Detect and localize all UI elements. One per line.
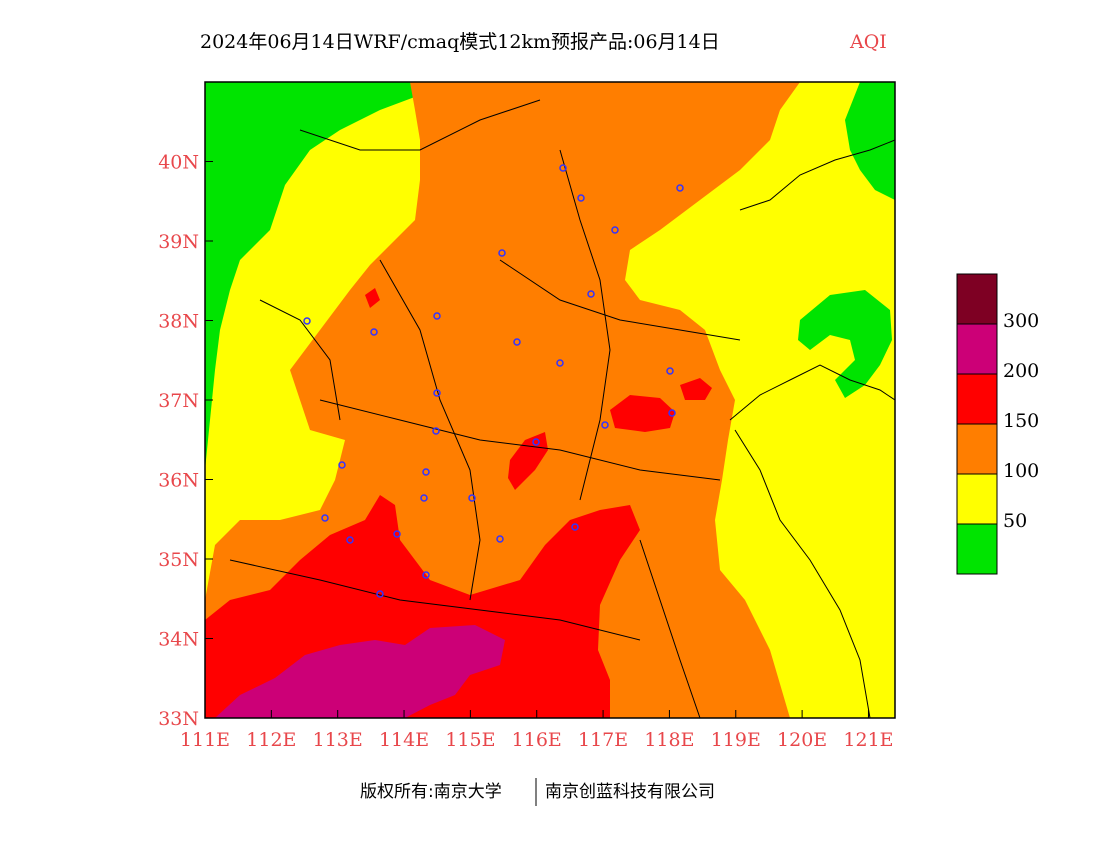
- city-marker: [556, 359, 564, 367]
- city-marker: [601, 421, 609, 429]
- aqi-fields: [205, 82, 895, 718]
- lon-tick-label: 118E: [644, 729, 694, 751]
- copyright-owner: 版权所有:南京大学: [360, 782, 502, 802]
- aqi-level-0-50-east-region: [798, 290, 892, 398]
- lon-tick-label: 112E: [246, 729, 296, 751]
- province-border-7: [259, 299, 341, 421]
- lat-tick-label: 34N: [158, 629, 199, 651]
- aqi-level-150-200-hotspot-1: [610, 395, 675, 432]
- lat-tick-label: 38N: [158, 311, 199, 333]
- lat-tick-label: 35N: [158, 549, 199, 571]
- city-marker: [346, 536, 354, 544]
- city-marker: [577, 194, 585, 202]
- aqi-level-0-50-northeast-region: [845, 82, 895, 200]
- variable-label: AQI: [849, 31, 887, 53]
- lon-tick-label: 115E: [445, 729, 495, 751]
- lon-tick-label: 121E: [843, 729, 893, 751]
- lat-tick-label: 39N: [158, 231, 199, 253]
- lon-tick-label: 114E: [379, 729, 429, 751]
- legend-swatch: [956, 273, 998, 325]
- province-border-1: [299, 99, 541, 151]
- lon-tick-label: 116E: [512, 729, 562, 751]
- map-plot-area: [204, 81, 896, 719]
- city-marker: [376, 590, 384, 598]
- legend-swatch: [956, 423, 998, 475]
- city-marker: [498, 249, 506, 257]
- city-marker: [571, 523, 579, 531]
- city-marker: [559, 164, 567, 172]
- lon-tick-label: 111E: [180, 729, 230, 751]
- city-marker: [496, 535, 504, 543]
- city-markers: [303, 164, 684, 598]
- legend-threshold-label: 50: [1003, 510, 1027, 532]
- city-marker: [303, 317, 311, 325]
- copyright-company: 南京创蓝科技有限公司: [545, 782, 715, 802]
- aqi-level-0-50-west-region: [205, 82, 440, 470]
- city-marker: [433, 312, 441, 320]
- city-marker: [513, 338, 521, 346]
- city-marker: [432, 427, 440, 435]
- lat-tick-label: 33N: [158, 708, 199, 730]
- lat-tick-label: 36N: [158, 470, 199, 492]
- city-marker: [468, 494, 476, 502]
- city-marker: [676, 184, 684, 192]
- longitude-axis: 111E 112E 113E 114E 115E 116E 117E 118E 119E 120E…: [180, 710, 894, 751]
- province-border-3: [499, 259, 741, 341]
- province-border-2: [379, 259, 481, 601]
- lon-tick-label: 119E: [711, 729, 761, 751]
- latitude-axis: 33N 34N 35N 36N 37N 38N 39N 40N: [158, 152, 213, 730]
- city-marker: [370, 328, 378, 336]
- city-marker: [338, 461, 346, 469]
- aqi-color-legend: 300 200 150 100 50: [956, 273, 1039, 575]
- city-marker: [532, 438, 540, 446]
- province-border-8: [639, 539, 701, 718]
- aqi-level-150-200-hotspot-4: [365, 288, 380, 308]
- city-marker: [611, 226, 619, 234]
- lat-tick-label: 37N: [158, 390, 199, 412]
- coastline-shandong: [729, 364, 895, 421]
- legend-threshold-label: 150: [1003, 410, 1039, 432]
- lon-tick-label: 120E: [777, 729, 827, 751]
- legend-swatch: [956, 323, 998, 375]
- legend-swatch: [956, 523, 998, 575]
- legend-swatch: [956, 373, 998, 425]
- map-title: 2024年06月14日WRF/cmaq模式12km预报产品:06月14日: [200, 31, 720, 53]
- province-border-5: [229, 559, 641, 641]
- legend-threshold-label: 300: [1003, 310, 1039, 332]
- city-marker: [666, 367, 674, 375]
- lon-tick-label: 117E: [578, 729, 628, 751]
- city-marker: [668, 409, 676, 417]
- province-border-4: [319, 399, 721, 481]
- city-marker: [422, 468, 430, 476]
- lon-tick-label: 113E: [313, 729, 363, 751]
- city-marker: [393, 530, 401, 538]
- city-marker: [433, 389, 441, 397]
- aqi-level-200-300-region: [215, 625, 505, 718]
- boundary-lines: [229, 99, 895, 718]
- legend-threshold-label: 100: [1003, 460, 1039, 482]
- legend-threshold-label: 200: [1003, 360, 1039, 382]
- province-border-6: [559, 149, 611, 501]
- aqi-level-150-200-hotspot-3: [508, 432, 548, 490]
- city-marker: [422, 571, 430, 579]
- city-marker: [587, 290, 595, 298]
- coastline-north: [739, 139, 895, 211]
- lat-tick-label: 40N: [158, 152, 199, 174]
- city-marker: [420, 494, 428, 502]
- city-marker: [321, 514, 329, 522]
- legend-swatch: [956, 473, 998, 525]
- coastline-south: [734, 429, 871, 718]
- aqi-level-150-200-hotspot-2: [680, 378, 712, 400]
